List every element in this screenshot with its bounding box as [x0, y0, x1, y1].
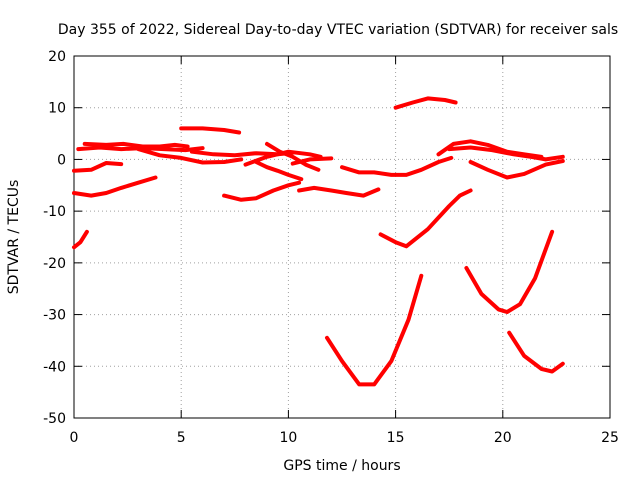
chart-title: Day 355 of 2022, Sidereal Day-to-day VTE…: [58, 22, 618, 38]
y-tick-label: -30: [43, 308, 66, 324]
y-tick-label: 20: [48, 49, 66, 65]
axis-ticks: 0 5 10 15 20 25 -50 -40 -30 -20 -10 0 10 20: [43, 49, 619, 446]
y-tick-label: 0: [57, 152, 66, 168]
y-tick-label: -40: [43, 359, 66, 375]
series-arc-20: [378, 188, 473, 249]
y-axis-label: SDTVAR / TECUs: [6, 180, 22, 295]
x-tick-label: 15: [387, 430, 405, 446]
x-tick-label: 10: [279, 430, 297, 446]
x-axis-label: GPS time / hours: [283, 458, 400, 474]
series-arc-22: [464, 229, 555, 314]
y-tick-label: -20: [43, 256, 66, 272]
series-arc-07: [179, 126, 242, 135]
series-arc-18: [447, 145, 565, 162]
series-arc-13: [297, 185, 381, 198]
x-tick-label: 20: [494, 430, 512, 446]
x-tick-label: 0: [70, 430, 79, 446]
series-arc-11: [254, 160, 304, 182]
series-arc-12: [265, 141, 321, 172]
series-arc-02: [72, 161, 124, 173]
series-arc-03: [72, 175, 158, 198]
x-tick-label: 5: [177, 430, 186, 446]
y-tick-label: 10: [48, 101, 66, 117]
series-arc-23: [507, 330, 565, 374]
series-arc-15: [340, 155, 454, 177]
data-series: [72, 96, 565, 387]
series-arc-10: [243, 149, 323, 167]
series-arc-21: [325, 273, 424, 387]
series-arc-14: [290, 156, 334, 166]
gridlines: [74, 56, 610, 418]
series-arc-05: [76, 145, 205, 153]
series-arc-01: [72, 229, 89, 250]
series-arc-16: [393, 96, 458, 110]
y-tick-label: -10: [43, 204, 66, 220]
x-tick-label: 25: [601, 430, 619, 446]
series-arc-19: [468, 159, 565, 180]
series-arc-06: [136, 147, 244, 165]
series-arc-09: [222, 180, 302, 202]
plot-frame: [73, 55, 611, 419]
y-tick-label: -50: [43, 411, 66, 427]
